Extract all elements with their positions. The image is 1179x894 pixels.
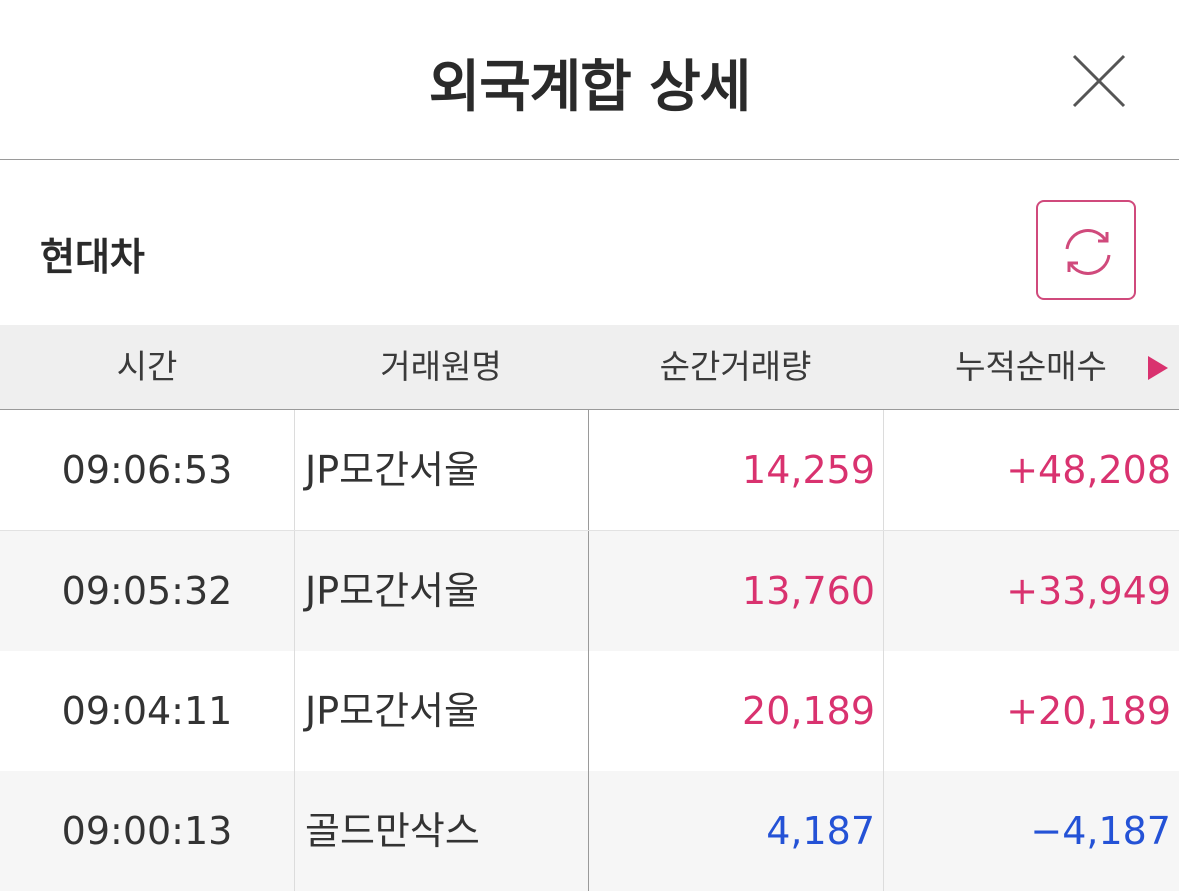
row-divider [0,530,1179,531]
close-button[interactable] [1070,52,1128,110]
cumulative-cell: +48,208 [883,410,1179,530]
cumulative-cell: −4,187 [883,771,1179,891]
stock-name: 현대차 [40,235,145,279]
table-header: 시간 거래원명 순간거래량 누적순매수 [0,325,1179,410]
cumulative-cell: +20,189 [883,651,1179,771]
page-title: 외국계합 상세 [428,55,752,120]
time-cell: 09:00:13 [61,809,233,853]
table-row: 09:00:13 골드만삭스 4,187 −4,187 [0,771,1179,891]
broker-cell: JP모간서울 [294,651,588,771]
volume-cell: 4,187 [588,771,883,891]
column-header-broker: 거래원명 [380,347,502,386]
volume-cell: 13,760 [588,531,883,651]
table-row: 09:04:11 JP모간서울 20,189 +20,189 [0,651,1179,771]
time-cell: 09:04:11 [61,689,233,733]
broker-cell: JP모간서울 [294,410,588,530]
table-row: 09:06:53 JP모간서울 14,259 +48,208 [0,410,1179,530]
broker-cell: JP모간서울 [294,531,588,651]
refresh-icon [1065,229,1111,275]
volume-cell: 14,259 [588,410,883,530]
refresh-button[interactable] [1036,200,1136,300]
triangle-right-icon[interactable] [1148,356,1168,380]
table-row: 09:05:32 JP모간서울 13,760 +33,949 [0,531,1179,651]
column-header-instant-volume: 순간거래량 [659,347,812,386]
column-header-cumulative-net-buy: 누적순매수 [955,347,1107,386]
volume-cell: 20,189 [588,651,883,771]
time-cell: 09:05:32 [61,569,233,613]
cumulative-cell: +33,949 [883,531,1179,651]
column-header-time: 시간 [116,347,178,386]
header: 외국계합 상세 [0,0,1179,160]
broker-cell: 골드만삭스 [294,771,588,891]
close-icon [1072,54,1126,108]
time-cell: 09:06:53 [61,448,233,492]
